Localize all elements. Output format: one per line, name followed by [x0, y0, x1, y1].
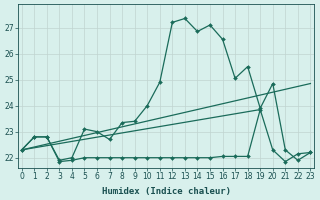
X-axis label: Humidex (Indice chaleur): Humidex (Indice chaleur) [101, 187, 231, 196]
